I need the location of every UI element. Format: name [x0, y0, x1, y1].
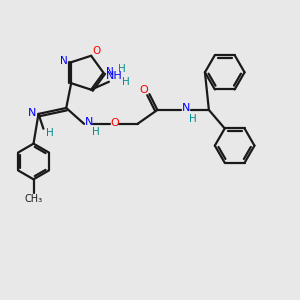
- Text: H: H: [118, 64, 126, 74]
- Text: O: O: [92, 46, 100, 56]
- Text: N: N: [28, 108, 37, 118]
- Text: O: O: [139, 85, 148, 95]
- Text: N: N: [85, 117, 93, 127]
- Text: NH: NH: [106, 71, 122, 81]
- Text: N: N: [106, 67, 114, 77]
- Text: H: H: [92, 127, 100, 137]
- Text: N: N: [60, 56, 68, 66]
- Text: N: N: [182, 103, 190, 113]
- Text: O: O: [110, 118, 119, 128]
- Text: H: H: [46, 128, 54, 138]
- Text: CH₃: CH₃: [25, 194, 43, 204]
- Text: H: H: [122, 77, 130, 87]
- Text: H: H: [189, 114, 197, 124]
